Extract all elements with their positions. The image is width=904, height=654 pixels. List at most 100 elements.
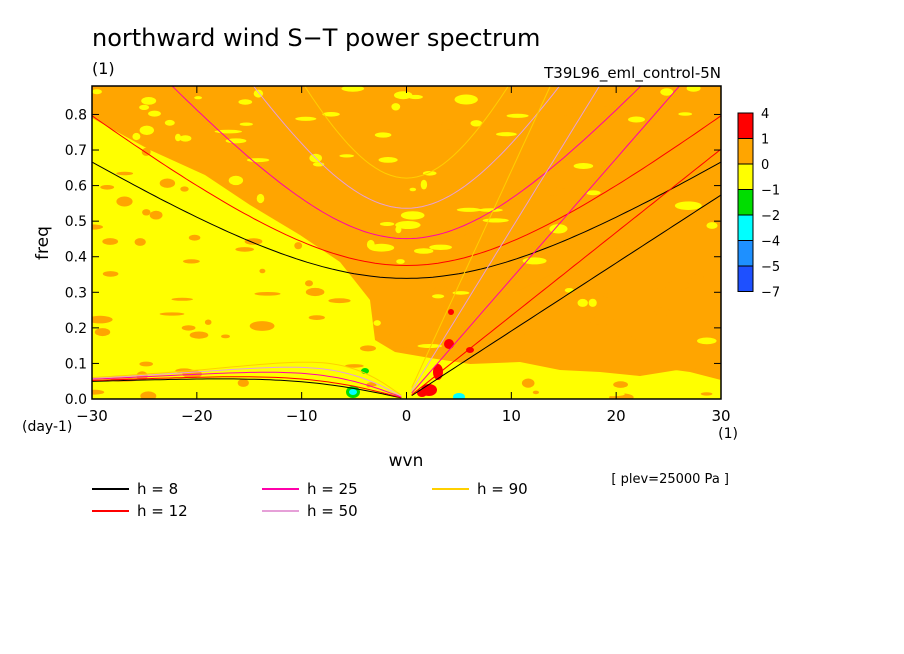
heatmap-patch (139, 104, 150, 110)
heatmap-patch (134, 238, 146, 246)
heatmap-patch (654, 307, 670, 317)
heatmap-patch (188, 234, 201, 241)
heatmap-patch (603, 105, 620, 110)
heatmap-patch (189, 331, 209, 339)
heatmap-patch (669, 380, 676, 386)
heatmap-patch (259, 268, 266, 274)
heatmap-patch (457, 228, 466, 238)
rossby-curve (92, 378, 402, 399)
colorbar-label: −2 (761, 209, 780, 224)
kelvin-curve (411, 86, 601, 391)
heatmap-patch (628, 116, 645, 123)
curve-legend: h = 8 h = 12 h = 25 h = 50 h = 90 (92, 480, 528, 520)
heatmap-patch (470, 120, 483, 127)
heatmap-region (92, 118, 721, 399)
heatmap-patch (254, 292, 281, 296)
heatmap-patch (420, 179, 428, 190)
heatmap-patch (547, 236, 559, 244)
heatmap-patch (305, 280, 313, 287)
heatmap-patch (244, 238, 263, 245)
rossby-curve (92, 361, 402, 396)
heatmap-patch (175, 133, 181, 142)
x-tick-label: −30 (76, 407, 108, 425)
heatmap-patch (305, 287, 325, 297)
units-label: (1) (92, 59, 115, 78)
x-units-label: (1) (718, 426, 738, 442)
colorbar-label: 1 (761, 133, 769, 148)
heatmap-patch (92, 224, 103, 230)
heatmap-patch (139, 361, 153, 367)
heatmap-patch (441, 120, 457, 130)
heatmap-patch (589, 316, 614, 325)
heatmap-patch (506, 113, 529, 118)
heatmap-patch (238, 99, 253, 105)
heatmap-patch (414, 248, 434, 254)
heatmap-patch (148, 110, 161, 117)
heatmap-patch (102, 238, 119, 245)
heatmap-patch (149, 210, 163, 220)
heatmap-patch (482, 197, 495, 207)
colorbar-label: −7 (761, 286, 780, 301)
heatmap-patch (452, 291, 470, 295)
rossby-curve (92, 366, 402, 397)
heatmap-patch (532, 390, 540, 395)
heatmap-patch (521, 378, 535, 388)
heatmap-patch (395, 221, 421, 229)
legend-label: h = 12 (137, 502, 188, 520)
heatmap-patch (456, 207, 481, 212)
kelvin-curve (411, 148, 721, 396)
heatmap-patch (429, 244, 452, 250)
heatmap-patch (663, 351, 687, 359)
heatmap-patch (700, 392, 713, 396)
colorbar-swatch (737, 163, 754, 190)
heatmap-patch (520, 329, 548, 336)
y-tick-label: 0.7 (65, 143, 87, 159)
y-tick-label: 0.1 (65, 356, 87, 372)
pressure-level-note: [ plev=25000 Pa ] (611, 472, 729, 487)
heatmap-patch (341, 86, 365, 92)
run-label: T39L96_eml_control-5N (543, 64, 721, 83)
x-axis-label: wvn (389, 451, 424, 471)
colorbar-swatch (737, 189, 754, 216)
heatmap-patch (697, 337, 717, 345)
heatmap-patch (549, 224, 568, 234)
dispersion-curves (92, 86, 721, 399)
heatmap-patch (557, 263, 581, 274)
heatmap-patch (396, 259, 405, 264)
heatmap-patch (660, 88, 674, 96)
heatmap-patch (454, 94, 478, 105)
heatmap-patch (345, 364, 364, 368)
heatmap-patch (601, 391, 625, 397)
heatmap-patch (456, 385, 468, 391)
heatmap-patch (374, 132, 392, 138)
heatmap-patch (349, 389, 357, 395)
colorbar-swatch (737, 240, 754, 267)
heatmap-patch (558, 370, 575, 380)
heatmap-patch (663, 281, 691, 290)
heatmap-patch (295, 116, 317, 121)
chart-title: northward wind S−T power spectrum (92, 24, 540, 52)
heatmap-patch (183, 259, 200, 264)
heatmap-patch (132, 132, 141, 141)
heatmap-patch (180, 186, 189, 192)
heatmap-patch (400, 211, 425, 220)
heatmap-patch (140, 391, 157, 399)
heatmap-patch (308, 315, 325, 320)
heatmap-patch (456, 210, 469, 219)
heatmap-patch (139, 125, 154, 135)
heatmap-patch (613, 381, 628, 388)
colorbar-swatch (737, 265, 754, 292)
heatmap-patch (478, 208, 503, 212)
x-tick-label: 10 (502, 407, 521, 425)
heatmap-patch (235, 247, 254, 252)
heatmap-patch (159, 312, 185, 316)
heatmap-patch (141, 97, 157, 105)
heatmap-patch (225, 138, 247, 144)
heatmap-patch (466, 347, 474, 353)
kelvin-curve (411, 86, 551, 388)
y-tick-label: 0.0 (65, 392, 87, 408)
heatmap-patch (164, 119, 175, 126)
heatmap-patch (422, 171, 437, 176)
gravity-curve (92, 115, 721, 267)
colorbar-swatch (737, 138, 754, 165)
